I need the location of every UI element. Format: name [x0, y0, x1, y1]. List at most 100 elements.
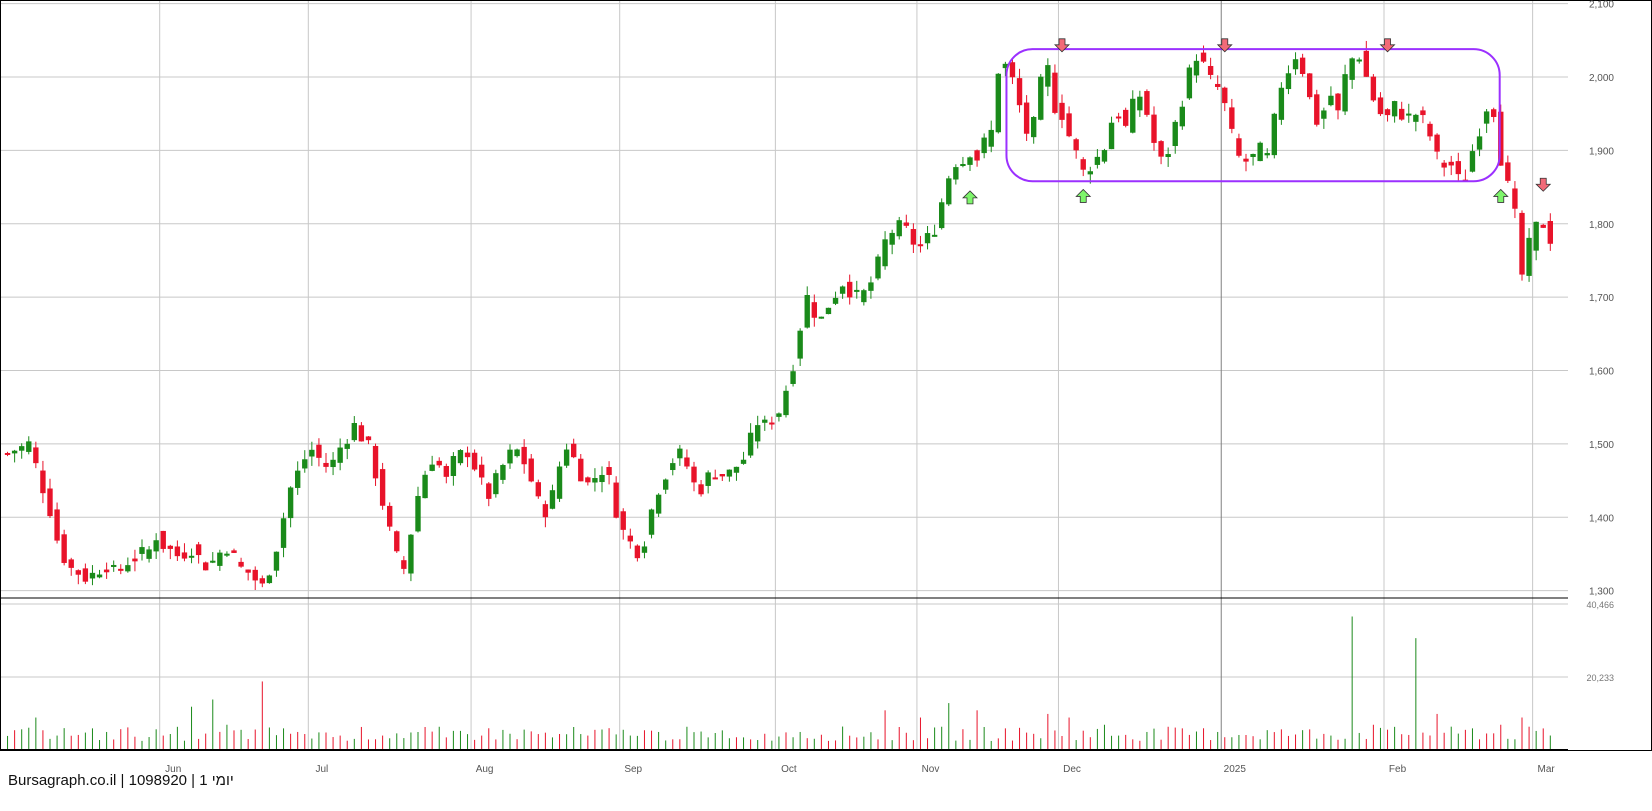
candle-body	[1115, 116, 1122, 119]
candle-body	[217, 552, 223, 566]
candle-body	[1080, 159, 1086, 170]
time-tick-label: Jun	[165, 764, 181, 775]
candle-body	[351, 423, 357, 441]
candle-body	[96, 574, 103, 578]
up-arrow-icon	[1492, 188, 1509, 203]
candle-body	[302, 459, 308, 469]
candle-body	[825, 307, 832, 315]
candle-body	[613, 482, 619, 518]
candle-body	[1215, 83, 1221, 87]
candle-body	[924, 233, 931, 244]
candle-body	[415, 495, 421, 532]
candle-body	[521, 446, 527, 465]
candle-body	[1151, 114, 1157, 143]
candle-body	[1370, 76, 1377, 101]
candle-body	[691, 466, 697, 483]
candle-body	[931, 234, 938, 237]
price-tick-label: 2,000	[1589, 73, 1614, 84]
candle-body	[295, 470, 301, 488]
volume-bars	[7, 616, 1551, 750]
candle-body	[1123, 109, 1129, 126]
candle-body	[224, 553, 230, 556]
candle-body	[1476, 136, 1483, 150]
candle-body	[1278, 87, 1285, 120]
candle-body	[556, 466, 563, 499]
up-arrow-icon	[962, 190, 978, 205]
candle-body	[1406, 113, 1412, 116]
candle-body	[1271, 113, 1277, 156]
candle-body	[450, 456, 457, 476]
candle-body	[1285, 73, 1292, 90]
candle-body	[1547, 221, 1553, 244]
candle-body	[1222, 87, 1228, 104]
candle-body	[1540, 224, 1546, 228]
candle-body	[1498, 111, 1504, 166]
candle-body	[422, 474, 428, 499]
candle-body	[684, 457, 690, 467]
candle-body	[1413, 114, 1419, 122]
candle-body	[479, 464, 485, 478]
candle-body	[988, 129, 994, 147]
watermark-label: Bursagraph.co.il | 1098920 | 1 יומי	[6, 772, 236, 790]
candle-body	[287, 487, 294, 519]
pattern-overlay	[962, 38, 1552, 205]
candle-body	[542, 504, 549, 518]
candle-body	[663, 479, 669, 490]
candle-body	[259, 578, 265, 584]
candle-body	[195, 544, 202, 556]
candle-body	[1200, 52, 1207, 62]
candle-body	[1094, 156, 1101, 165]
candle-body	[578, 458, 584, 482]
time-tick-label: Sep	[624, 764, 642, 775]
candle-body	[139, 547, 145, 554]
candle-body	[585, 477, 591, 483]
candle-body	[372, 445, 379, 479]
candle-body	[634, 545, 641, 559]
price-tick-label: 1,500	[1589, 440, 1614, 451]
candle-body	[854, 289, 860, 292]
up-arrow-icon	[1075, 188, 1092, 203]
candle-body	[655, 494, 662, 514]
candle-body	[818, 316, 825, 319]
candle-body	[1420, 110, 1426, 116]
candle-body	[755, 425, 761, 442]
candle-body	[875, 256, 881, 279]
candle-body	[1193, 60, 1200, 76]
time-tick-label: Aug	[476, 764, 494, 775]
candle-body	[238, 561, 244, 567]
candle-body	[917, 244, 924, 247]
candle-body	[712, 477, 718, 480]
candle-body	[847, 281, 853, 298]
candle-body	[903, 222, 909, 226]
candle-body	[747, 432, 754, 456]
axes: 1,300 1,400 1,500 1,600 1,700 1,800 1,900 2,000…	[0, 0, 1652, 775]
candle-body	[68, 559, 74, 568]
down-arrow-icon	[1216, 38, 1233, 53]
candle-body	[1101, 150, 1108, 162]
candle-body	[125, 565, 131, 572]
candle-body	[1363, 50, 1369, 77]
candle-body	[953, 167, 959, 180]
candle-body	[1186, 67, 1193, 99]
candle-body	[1448, 161, 1454, 166]
price-tick-label: 1,900	[1589, 146, 1614, 157]
candle-body	[1335, 93, 1341, 111]
price-tick-label: 1,300	[1589, 587, 1614, 598]
candle-body	[1130, 98, 1136, 133]
candle-body	[705, 472, 711, 486]
candle-body	[1483, 111, 1490, 124]
price-tick-label: 1,400	[1589, 513, 1614, 524]
candle-body	[429, 464, 435, 471]
candle-body	[1321, 110, 1327, 119]
down-arrow-icon	[1535, 177, 1552, 192]
candle-body	[1059, 102, 1065, 120]
candle-body	[26, 441, 32, 452]
candle-body	[832, 297, 839, 304]
candle-body	[181, 552, 188, 559]
candle-body	[1108, 122, 1115, 150]
candle-body	[1158, 141, 1164, 157]
candle-body	[1165, 154, 1171, 158]
candle-body	[670, 463, 676, 471]
candle-body	[1434, 134, 1440, 152]
